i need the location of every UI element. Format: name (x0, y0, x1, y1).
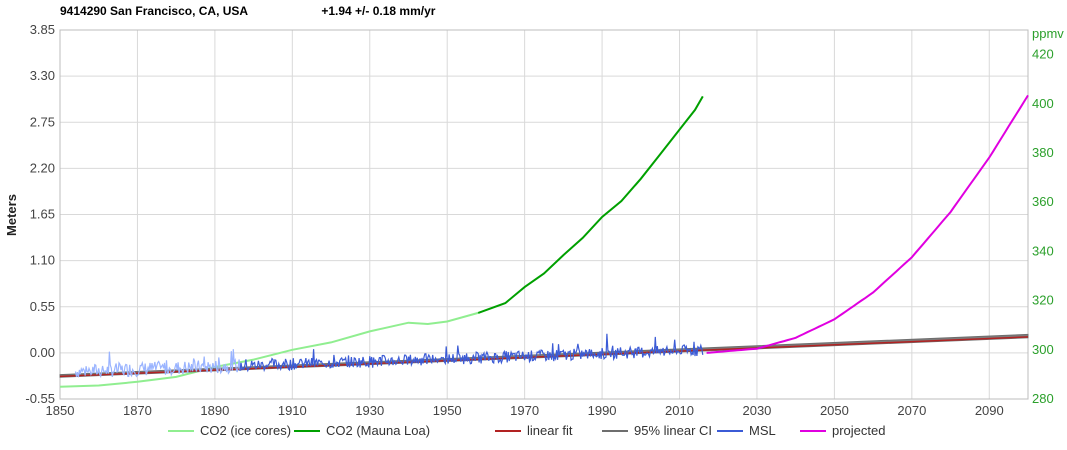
legend-label: MSL (749, 423, 776, 438)
x-tick-label: 1870 (123, 403, 152, 418)
x-tick-label: 2010 (665, 403, 694, 418)
x-tick-label: 2090 (975, 403, 1004, 418)
x-tick-label: 1950 (433, 403, 462, 418)
y2-tick-label: 400 (1032, 96, 1054, 111)
x-tick-label: 2050 (820, 403, 849, 418)
y-tick-label: 1.65 (30, 207, 55, 222)
y2-tick-label: 420 (1032, 47, 1054, 62)
legend: CO2 (ice cores) CO2 (Mauna Loa) linear fit… (168, 423, 885, 438)
series-co2-ice-cores (59, 311, 479, 388)
y-axis-right-ticks: 280 300 320 340 360 380 400 420 ppmv (1032, 26, 1064, 406)
y-tick-label: 1.10 (30, 253, 55, 268)
y-tick-label: 2.75 (30, 114, 55, 129)
legend-item: MSL (717, 423, 776, 438)
x-tick-label: 2070 (897, 403, 926, 418)
legend-label: 95% linear CI (634, 423, 712, 438)
legend-label: CO2 (Mauna Loa) (326, 423, 430, 438)
x-axis-ticks: 1850 1870 1890 1910 1930 1950 1970 1990 2010 2030… (46, 403, 1004, 418)
legend-item: projected (800, 423, 885, 438)
legend-label: linear fit (527, 423, 573, 438)
y2-tick-label: 340 (1032, 243, 1054, 258)
series-linear-fit (59, 336, 1029, 378)
x-tick-label: 1890 (200, 403, 229, 418)
y-axis-label: Meters (4, 194, 19, 236)
x-tick-label: 1910 (278, 403, 307, 418)
y-tick-label: 3.30 (30, 68, 55, 83)
y-axis-left-ticks: -0.55 0.00 0.55 1.10 1.65 2.20 2.75 3.30 3.85 (25, 22, 55, 406)
series-co2-mauna-loa (477, 95, 704, 314)
y-tick-label: 2.20 (30, 160, 55, 175)
legend-label: CO2 (ice cores) (200, 423, 291, 438)
series-msl (239, 333, 704, 373)
y2-tick-label: 300 (1032, 342, 1054, 357)
legend-item: linear fit (495, 423, 573, 438)
y-tick-label: -0.55 (25, 391, 55, 406)
series-projected (706, 94, 1029, 354)
plot-frame (59, 29, 1029, 400)
y2-tick-label: ppmv (1032, 26, 1064, 41)
plot-area (59, 29, 1029, 400)
series-layer (59, 94, 1029, 388)
legend-label: projected (832, 423, 885, 438)
legend-item: CO2 (Mauna Loa) (294, 423, 430, 438)
y-tick-label: 0.55 (30, 299, 55, 314)
trend-rate: +1.94 +/- 0.18 mm/yr (321, 4, 436, 18)
series-msl-early (74, 349, 243, 379)
y-tick-label: 0.00 (30, 345, 55, 360)
x-tick-label: 1970 (510, 403, 539, 418)
x-tick-label: 1850 (46, 403, 75, 418)
y2-tick-label: 320 (1032, 293, 1054, 308)
x-tick-label: 1930 (355, 403, 384, 418)
y-tick-label: 3.85 (30, 22, 55, 37)
legend-item: 95% linear CI (602, 423, 712, 438)
station-title: 9414290 San Francisco, CA, USA (60, 4, 249, 18)
y2-tick-label: 360 (1032, 194, 1054, 209)
x-tick-label: 2030 (742, 403, 771, 418)
y2-tick-label: 380 (1032, 145, 1054, 160)
legend-item: CO2 (ice cores) (168, 423, 291, 438)
y2-tick-label: 280 (1032, 391, 1054, 406)
x-tick-label: 1990 (588, 403, 617, 418)
chart-header: 9414290 San Francisco, CA, USA +1.94 +/-… (60, 4, 435, 22)
